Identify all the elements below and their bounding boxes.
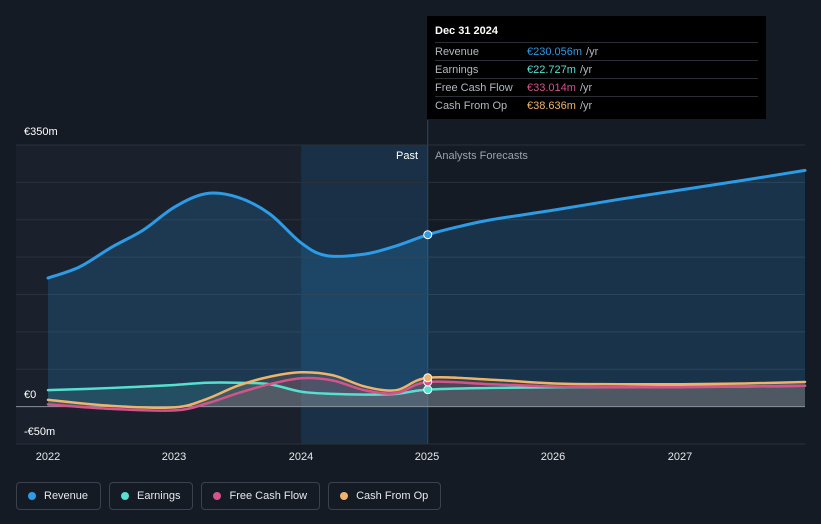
- free-cash-flow-line: [46, 376, 807, 412]
- x-tick-label-2024: 2024: [288, 451, 314, 463]
- x-tick-label-2026: 2026: [540, 451, 566, 463]
- tooltip-series-name: Free Cash Flow: [435, 81, 513, 94]
- cash-from-op-line: [46, 370, 807, 410]
- tooltip-series-value: €22.727m: [527, 63, 576, 76]
- free-cash-flow-area: [48, 378, 805, 411]
- y-tick-label-350: €350m: [24, 126, 58, 138]
- revenue-line: [46, 168, 807, 280]
- tooltip-row-revenue: Revenue €230.056m /yr: [435, 42, 758, 60]
- revenue-area: [48, 170, 805, 407]
- legend-dot-icon: [213, 492, 222, 500]
- tooltip-date: Dec 31 2024: [435, 25, 498, 37]
- revenue-marker: [423, 230, 433, 240]
- cash-from-op-marker: [423, 373, 433, 383]
- tooltip-row-earnings: Earnings €22.727m /yr: [435, 60, 758, 78]
- y-tick-label-0: €0: [24, 389, 37, 401]
- chart-series-markers: [423, 230, 433, 395]
- tooltip-series-name: Cash From Op: [435, 99, 508, 112]
- chart-legend: Revenue Earnings Free Cash Flow Cash Fro…: [16, 482, 442, 510]
- past-region-label: Past: [396, 150, 419, 162]
- x-tick-label-2027: 2027: [667, 451, 693, 463]
- legend-item-cash-from-op[interactable]: Cash From Op: [328, 482, 442, 510]
- tooltip-series-value: €33.014m: [527, 81, 576, 94]
- forecast-region-label: Analysts Forecasts: [435, 150, 528, 162]
- legend-label: Cash From Op: [356, 490, 429, 502]
- legend-item-revenue[interactable]: Revenue: [16, 482, 102, 510]
- legend-item-earnings[interactable]: Earnings: [109, 482, 194, 510]
- tooltip-series-name: Revenue: [435, 45, 480, 58]
- x-tick-label-2025: 2025: [414, 451, 440, 463]
- tooltip-series-name: Earnings: [435, 63, 479, 76]
- tooltip-series-value: €230.056m: [527, 45, 583, 58]
- chart-tooltip: Dec 31 2024 Revenue €230.056m /yr Earnin…: [427, 16, 766, 119]
- tooltip-row-cash-from-op: Cash From Op €38.636m /yr: [435, 96, 758, 114]
- earnings-area: [48, 382, 805, 407]
- earnings-marker: [423, 385, 433, 395]
- tooltip-series-unit: /yr: [579, 63, 593, 76]
- legend-dot-icon: [121, 492, 130, 500]
- legend-label: Free Cash Flow: [229, 490, 308, 502]
- legend-label: Earnings: [137, 490, 181, 502]
- tooltip-series-unit: /yr: [586, 45, 599, 58]
- legend-dot-icon: [28, 492, 36, 500]
- x-tick-label-2022: 2022: [35, 451, 61, 463]
- tooltip-series-value: €38.636m: [527, 99, 576, 112]
- y-tick-label-neg50: -€50m: [24, 426, 56, 438]
- tooltip-series-unit: /yr: [579, 99, 593, 112]
- legend-dot-icon: [340, 492, 349, 500]
- tooltip-series-unit: /yr: [579, 81, 593, 94]
- legend-label: Revenue: [44, 490, 89, 502]
- x-tick-label-2023: 2023: [161, 451, 187, 463]
- tooltip-row-free-cash-flow: Free Cash Flow €33.014m /yr: [435, 78, 758, 96]
- chart-series-lines: [46, 168, 807, 412]
- chart-gridlines: [16, 144, 805, 445]
- legend-item-free-cash-flow[interactable]: Free Cash Flow: [201, 482, 321, 510]
